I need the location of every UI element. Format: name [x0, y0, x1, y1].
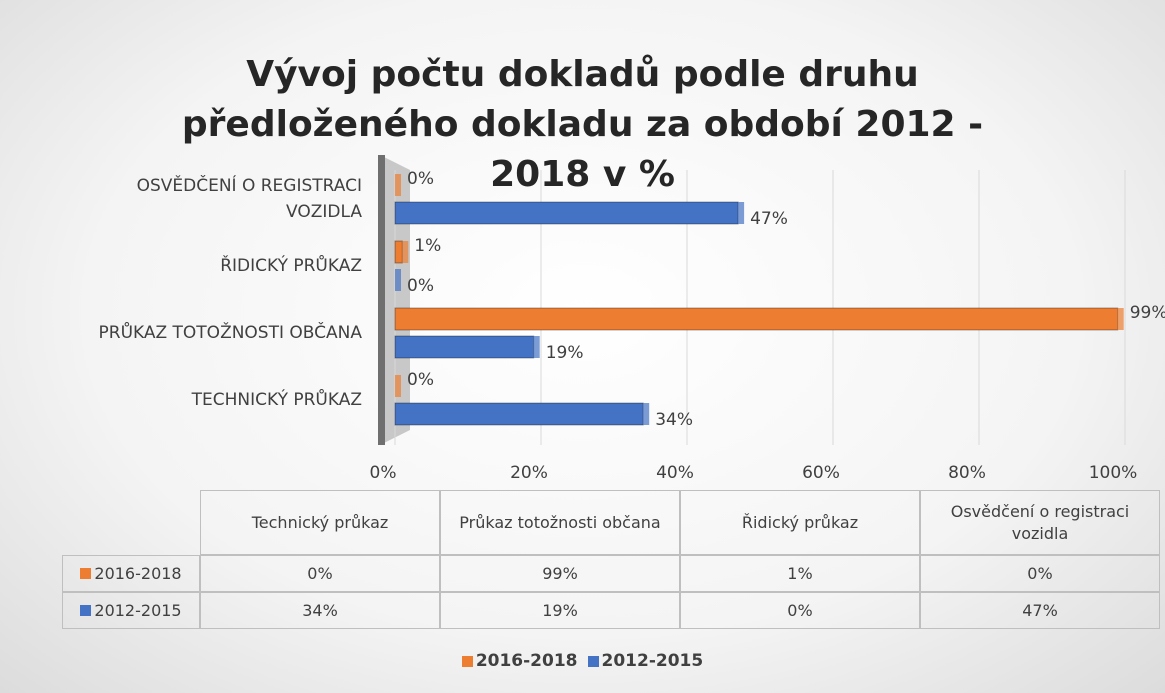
- bar-end: [395, 375, 401, 397]
- table-cell: 1%: [680, 555, 920, 592]
- data-label: 0%: [407, 169, 434, 189]
- table-header: Osvědčení o registraci vozidla: [920, 490, 1160, 555]
- legend-label: 2012-2015: [601, 651, 704, 671]
- data-label: 34%: [655, 410, 693, 430]
- axis-wall-edge: [378, 155, 385, 445]
- x-tick-label: 100%: [1089, 463, 1138, 483]
- table-row-header: 2016-2018: [62, 555, 200, 592]
- x-tick-label: 20%: [510, 463, 548, 483]
- bar: [394, 240, 403, 264]
- legend-swatch: [80, 605, 92, 616]
- table-header: Průkaz totožnosti občana: [440, 490, 680, 555]
- data-label: 0%: [407, 370, 434, 390]
- bar-end: [395, 269, 401, 291]
- table-header: Technický průkaz: [200, 490, 440, 555]
- legend: 2016-2018 2012-2015: [0, 648, 1165, 674]
- bar-end: [643, 403, 650, 425]
- table-cell: 99%: [440, 555, 680, 592]
- bar: [394, 201, 739, 225]
- series-name: 2016-2018: [94, 563, 182, 583]
- series-name: 2012-2015: [94, 600, 182, 620]
- legend-swatch: [587, 655, 599, 667]
- chart-title: Vývoj počtu dokladů podle druhu předlože…: [181, 54, 984, 195]
- table-cell: 34%: [200, 592, 440, 629]
- bar-end: [402, 241, 409, 263]
- bar-end: [738, 202, 745, 224]
- data-label: 19%: [546, 343, 584, 363]
- table-cell: 19%: [440, 592, 680, 629]
- bar-end: [395, 174, 401, 196]
- data-label: 0%: [407, 276, 434, 296]
- legend-item: 2016-2018: [461, 651, 578, 671]
- bar: [394, 335, 535, 359]
- table-cell: 47%: [920, 592, 1160, 629]
- data-label: 47%: [750, 209, 788, 229]
- table-row-header: 2012-2015: [62, 592, 200, 629]
- data-label: 99%: [1130, 303, 1165, 323]
- y-tick-label: ŘIDICKÝ PRŮKAZ: [220, 256, 362, 276]
- bar: [394, 402, 644, 426]
- bar-end: [533, 336, 540, 358]
- bar-end: [1117, 308, 1124, 330]
- legend-label: 2016-2018: [475, 651, 578, 671]
- y-tick-label: PRŮKAZ TOTOŽNOSTI OBČANA: [98, 323, 363, 343]
- y-tick-label: TECHNICKÝ PRŮKAZ: [191, 390, 362, 410]
- legend-swatch: [461, 655, 473, 667]
- table-cell: 0%: [200, 555, 440, 592]
- x-tick-label: 40%: [656, 463, 694, 483]
- x-tick-label: 80%: [948, 463, 986, 483]
- x-tick-label: 60%: [802, 463, 840, 483]
- legend-swatch: [80, 568, 92, 579]
- x-tick-label: 0%: [370, 463, 397, 483]
- y-tick-label: OSVĚDČENÍ O REGISTRACI VOZIDLA: [136, 176, 362, 222]
- table-cell: 0%: [680, 592, 920, 629]
- data-label: 1%: [414, 236, 441, 256]
- table-header: Řidický průkaz: [680, 490, 920, 555]
- table-cell: 0%: [920, 555, 1160, 592]
- legend-item: 2012-2015: [587, 651, 704, 671]
- bar: [394, 307, 1119, 331]
